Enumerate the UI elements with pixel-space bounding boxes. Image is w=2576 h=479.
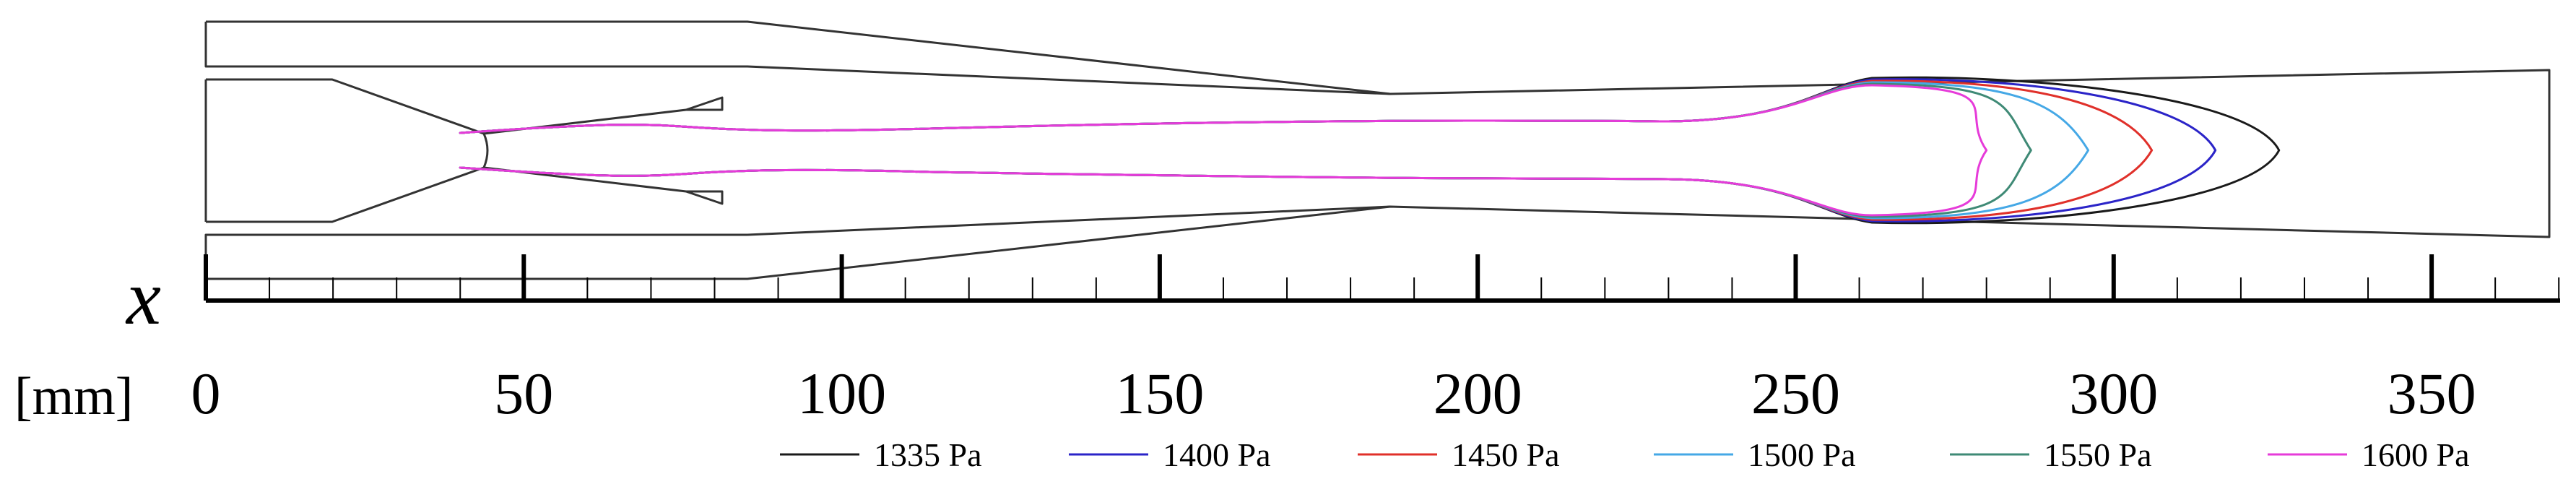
legend-label: 1550 Pa	[2044, 436, 2152, 473]
shear-layer-contours	[460, 77, 2279, 223]
legend-entry: 1400 Pa	[1069, 436, 1271, 473]
device-outline	[206, 22, 2549, 279]
x-axis-tick-labels: 0 50 100 150 200 250 300 350	[191, 361, 2476, 426]
tick-label: 100	[797, 361, 886, 426]
inner-upper-wall	[206, 22, 1390, 94]
inner-lower-wall	[747, 207, 1390, 235]
legend-entry: 1500 Pa	[1654, 436, 1856, 473]
legend-entry: 1335 Pa	[780, 436, 982, 473]
legend-label: 1450 Pa	[1452, 436, 1560, 473]
x-axis-variable: x	[125, 255, 161, 341]
legend-label: 1335 Pa	[874, 436, 982, 473]
legend: 1335 Pa 1400 Pa 1450 Pa 1500 Pa 1550 Pa 1600 …	[780, 436, 2470, 473]
tick-label: 50	[494, 361, 553, 426]
nozzle-exit	[484, 134, 487, 168]
legend-entry: 1550 Pa	[1950, 436, 2152, 473]
legend-label: 1400 Pa	[1163, 436, 1271, 473]
outer-upper-wall	[206, 22, 2549, 279]
x-axis-unit: [mm]	[14, 367, 133, 426]
tick-label: 300	[2069, 361, 2158, 426]
tick-label: 250	[1751, 361, 1840, 426]
tick-label: 0	[191, 361, 221, 426]
legend-entry: 1600 Pa	[2268, 436, 2470, 473]
contour-line	[460, 79, 2215, 222]
contour-line	[460, 81, 2151, 220]
x-axis-ticks	[206, 254, 2559, 301]
tick-label: 200	[1434, 361, 1522, 426]
contour-line	[460, 85, 1986, 215]
legend-label: 1500 Pa	[1748, 436, 1856, 473]
legend-label: 1600 Pa	[2362, 436, 2470, 473]
legend-entry: 1450 Pa	[1358, 436, 1560, 473]
tick-label: 150	[1115, 361, 1204, 426]
x-axis: 0 50 100 150 200 250 300 350 x [mm]	[14, 254, 2560, 426]
tick-label: 350	[2388, 361, 2476, 426]
contour-line	[460, 77, 2279, 223]
